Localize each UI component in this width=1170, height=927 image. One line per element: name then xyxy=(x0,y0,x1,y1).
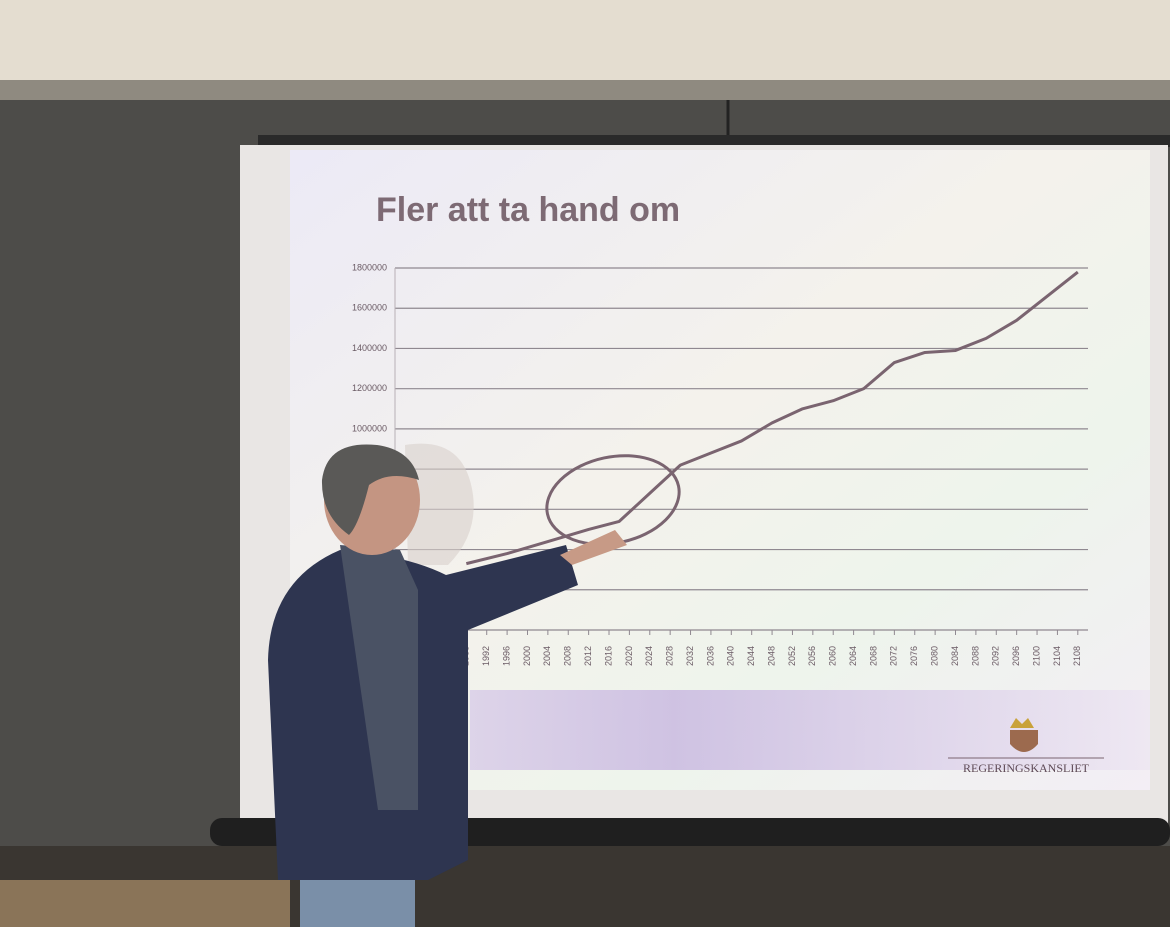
x-tick-label: 2076 xyxy=(909,646,919,666)
jeans xyxy=(300,880,415,927)
x-tick-label: 2040 xyxy=(726,646,736,666)
x-tick-label: 2072 xyxy=(889,646,899,666)
x-tick-label: 2056 xyxy=(807,646,817,666)
y-tick-label: 1400000 xyxy=(352,343,387,353)
x-tick-label: 2024 xyxy=(644,646,654,666)
shield xyxy=(1010,730,1038,752)
y-tick-label: 1600000 xyxy=(352,303,387,313)
cornice xyxy=(0,80,1170,100)
x-tick-label: 2012 xyxy=(583,646,593,666)
x-tick-label: 2084 xyxy=(950,646,960,666)
slide-title: Fler att ta hand om xyxy=(376,191,680,229)
hair xyxy=(321,444,419,535)
x-tick-label: 2068 xyxy=(868,646,878,666)
presenter xyxy=(268,443,627,927)
x-tick-label: 2104 xyxy=(1052,646,1062,666)
x-tick-label: 2096 xyxy=(1011,646,1021,666)
jacket xyxy=(268,545,578,880)
x-tick-label: 2036 xyxy=(705,646,715,666)
data-line xyxy=(465,270,1079,566)
x-tick-label: 2004 xyxy=(542,646,552,666)
hand xyxy=(560,530,627,565)
x-tick-label: 2008 xyxy=(563,646,573,666)
x-tick-label: 2080 xyxy=(930,646,940,666)
x-tick-label: 1996 xyxy=(501,646,511,666)
y-tick-label: 1800000 xyxy=(352,262,387,272)
x-tick-label: 2108 xyxy=(1072,646,1082,666)
x-tick-label: 2060 xyxy=(828,646,838,666)
shadow xyxy=(405,443,474,565)
y-tick-label: 1200000 xyxy=(352,383,387,393)
x-tick-label: 2000 xyxy=(522,646,532,666)
x-tick-label: 2020 xyxy=(624,646,634,666)
x-tick-label: 2032 xyxy=(685,646,695,666)
x-tick-label: 2028 xyxy=(665,646,675,666)
x-tick-label: 1992 xyxy=(481,646,491,666)
x-tick-label: 2048 xyxy=(766,646,776,666)
logo-text: REGERINGSKANSLIET xyxy=(963,761,1090,775)
x-tick-label: 2088 xyxy=(970,646,980,666)
y-tick-label: 1000000 xyxy=(352,423,387,433)
logo: REGERINGSKANSLIET xyxy=(948,718,1104,775)
sweater xyxy=(340,545,418,810)
x-tick-label: 2016 xyxy=(603,646,613,666)
x-tick-label: 2100 xyxy=(1031,646,1041,666)
x-tick-label: 2052 xyxy=(787,646,797,666)
x-tick-label: 2064 xyxy=(848,646,858,666)
x-tick-label: 2092 xyxy=(991,646,1001,666)
screen-top-bar xyxy=(258,135,1170,147)
ceiling xyxy=(0,0,1170,95)
crown xyxy=(1010,718,1034,728)
x-tick-label: 2044 xyxy=(746,646,756,666)
table xyxy=(0,880,290,927)
